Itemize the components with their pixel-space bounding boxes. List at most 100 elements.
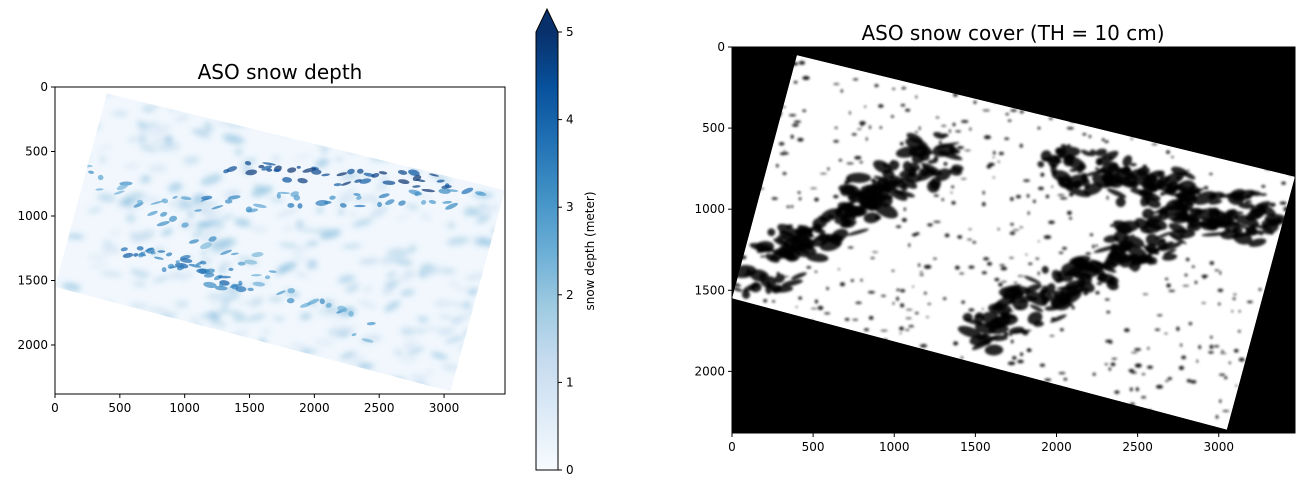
depth-patch [218, 265, 227, 273]
no-snow-patch [1095, 148, 1107, 157]
depth-patch [387, 248, 411, 257]
depth-patch [275, 267, 290, 275]
x-axis: 0 500 1000 1500 2000 2500 3000 [728, 433, 1234, 454]
no-snow-patch [1069, 255, 1091, 265]
no-snow-patch [1233, 232, 1253, 245]
no-snow-speck [933, 257, 937, 260]
depth-feature [377, 201, 382, 208]
no-snow-patch [1085, 273, 1093, 285]
depth-patch [149, 124, 171, 137]
depth-patch [87, 207, 103, 213]
no-snow-speck [1059, 328, 1064, 332]
depth-feature [176, 264, 185, 271]
depth-patch [352, 218, 373, 227]
depth-patch [339, 351, 355, 359]
depth-patch [146, 103, 159, 112]
no-snow-patch [937, 150, 963, 161]
no-snow-speck [1143, 215, 1148, 217]
y-tick-label: 1500 [694, 283, 725, 297]
no-snow-speck [1119, 243, 1125, 248]
no-snow-speck [926, 316, 929, 318]
depth-feature [397, 170, 408, 175]
no-snow-patch [1155, 231, 1172, 240]
no-snow-speck [845, 177, 850, 181]
depth-patch [269, 197, 285, 203]
no-snow-speck [860, 278, 863, 282]
depth-patch [291, 243, 311, 256]
no-snow-patch [1158, 208, 1169, 221]
depth-patch [396, 214, 411, 221]
no-snow-speck [1190, 380, 1197, 384]
depth-patch [200, 250, 208, 256]
depth-feature [220, 249, 232, 255]
depth-patch [293, 227, 317, 232]
depth-patch [247, 283, 255, 288]
depth-patch [222, 298, 230, 307]
depth-feature [337, 305, 348, 313]
chart-title: ASO snow depth [198, 60, 363, 84]
depth-feature [264, 275, 271, 280]
depth-patch [278, 243, 300, 248]
depth-patch [234, 218, 251, 227]
no-snow-speck [1267, 230, 1271, 232]
no-snow-patch [988, 324, 1009, 335]
no-snow-speck [1102, 157, 1107, 160]
depth-patch [130, 196, 144, 205]
no-snow-speck [1231, 310, 1234, 313]
no-snow-speck [1007, 361, 1016, 366]
depth-patch [225, 310, 246, 317]
no-snow-speck [1176, 175, 1181, 180]
depth-patch [137, 134, 148, 144]
depth-patch [206, 293, 226, 299]
no-snow-speck [1141, 396, 1147, 399]
no-snow-speck [1058, 181, 1062, 186]
no-snow-speck [1236, 211, 1244, 214]
no-snow-speck [763, 299, 768, 303]
no-snow-patch [1065, 280, 1085, 289]
no-snow-speck [1123, 328, 1130, 333]
depth-feature [198, 268, 207, 275]
x-tick-label: 500 [108, 401, 131, 415]
no-snow-speck [981, 271, 987, 275]
depth-patch [345, 283, 360, 293]
depth-patch [335, 195, 357, 206]
depth-patch [346, 356, 365, 367]
no-snow-speck [1168, 289, 1176, 292]
depth-feature [153, 256, 164, 260]
depth-patch [234, 148, 243, 156]
no-snow-patch [1164, 172, 1185, 185]
depth-patch [123, 163, 139, 169]
no-snow-speck [987, 261, 993, 266]
no-snow-speck [880, 329, 888, 332]
depth-patch [97, 143, 113, 152]
no-snow-speck [1166, 283, 1171, 288]
depth-feature [398, 179, 410, 185]
depth-patch [453, 286, 472, 293]
no-snow-speck [1130, 137, 1133, 140]
no-snow-speck [852, 78, 859, 81]
no-snow-speck [1010, 109, 1018, 112]
depth-patch [426, 369, 434, 375]
no-snow-speck [1211, 211, 1218, 214]
no-snow-patch [1107, 188, 1127, 198]
no-snow-speck [874, 84, 879, 88]
depth-patch [319, 229, 342, 240]
depth-patch [415, 329, 426, 334]
no-snow-patch [882, 194, 893, 200]
no-snow-speck [1044, 378, 1052, 382]
no-snow-speck [968, 308, 975, 312]
no-snow-speck [959, 272, 965, 275]
no-snow-patch [838, 184, 860, 195]
no-snow-speck [1078, 185, 1082, 188]
no-snow-speck [1142, 164, 1147, 169]
no-snow-patch [1051, 170, 1071, 182]
no-snow-patch [818, 215, 831, 223]
depth-patch [386, 271, 397, 279]
depth-patch [315, 158, 330, 168]
depth-patch [108, 230, 122, 236]
no-snow-speck [919, 344, 928, 348]
depth-patch [316, 307, 335, 314]
depth-patch [221, 260, 233, 267]
no-snow-speck [1007, 119, 1012, 122]
depth-feature [446, 189, 459, 192]
